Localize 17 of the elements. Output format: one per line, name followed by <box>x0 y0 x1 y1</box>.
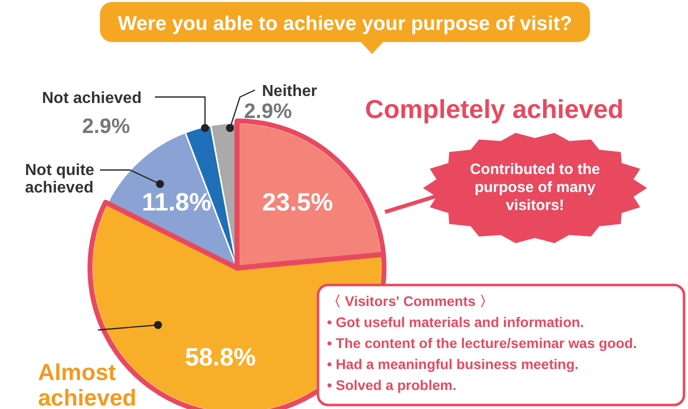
data-label: 23.5% <box>262 188 333 217</box>
text: • The content of the lecture/seminar was good. <box>327 335 637 351</box>
data-label: 11.8% <box>142 188 212 216</box>
text: • Got useful materials and information. <box>327 314 584 330</box>
slice-label: Neither <box>262 83 318 100</box>
data-label: 2.9% <box>82 115 130 138</box>
chart-title: Were you able to achieve your purpose of visit? <box>118 13 572 35</box>
slice-label: Completely achieved <box>365 94 624 124</box>
data-label: 2.9% <box>244 100 292 123</box>
slice-label: Not achieved <box>42 90 142 107</box>
text: 〈 Visitors' Comments 〉 <box>327 293 494 309</box>
text: • Had a meaningful business meeting. <box>327 356 579 372</box>
text: Contributed to the purpose of many visitors! <box>470 161 600 214</box>
data-label: 58.8% <box>184 343 256 372</box>
slice-label: Not quite achieved <box>25 162 94 197</box>
slice-label: Almost achieved <box>38 359 136 409</box>
text: • Solved a problem. <box>327 377 456 393</box>
